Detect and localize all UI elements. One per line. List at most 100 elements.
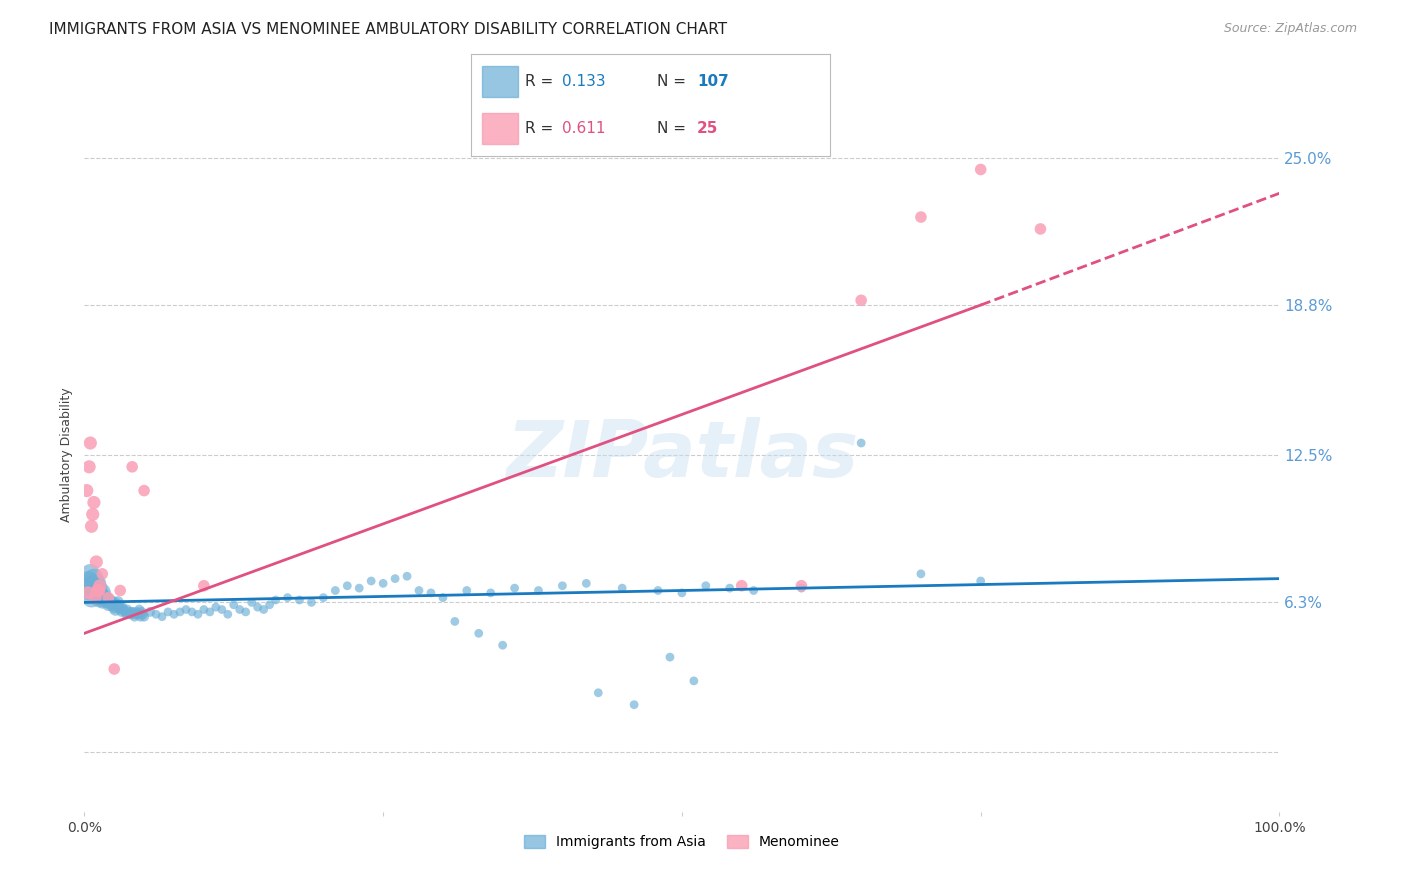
- Point: [120, 605, 142, 619]
- Point: [87, 588, 110, 602]
- Point: [163, 607, 186, 622]
- Point: [851, 293, 873, 308]
- Point: [91, 595, 114, 609]
- Point: [86, 581, 108, 595]
- Point: [277, 591, 299, 605]
- Point: [259, 598, 281, 612]
- Point: [94, 591, 117, 605]
- Point: [444, 615, 467, 629]
- Text: IMMIGRANTS FROM ASIA VS MENOMINEE AMBULATORY DISABILITY CORRELATION CHART: IMMIGRANTS FROM ASIA VS MENOMINEE AMBULA…: [49, 22, 727, 37]
- Point: [101, 595, 124, 609]
- Point: [211, 602, 233, 616]
- Point: [420, 586, 443, 600]
- Point: [117, 602, 139, 616]
- Point: [288, 593, 311, 607]
- Point: [79, 566, 101, 581]
- Point: [205, 600, 228, 615]
- Point: [97, 598, 120, 612]
- Point: [683, 673, 706, 688]
- Point: [157, 605, 180, 619]
- Point: [910, 566, 932, 581]
- Point: [110, 583, 132, 598]
- Point: [111, 600, 134, 615]
- Point: [145, 607, 167, 622]
- Point: [647, 583, 669, 598]
- Text: R =: R =: [524, 74, 558, 88]
- Point: [612, 581, 634, 595]
- Point: [93, 588, 115, 602]
- Point: [479, 586, 502, 600]
- Point: [659, 650, 682, 665]
- Point: [125, 605, 148, 619]
- Text: 25: 25: [697, 121, 718, 136]
- Point: [240, 595, 263, 609]
- Point: [132, 609, 156, 624]
- Point: [117, 605, 139, 619]
- Point: [325, 583, 347, 598]
- Point: [104, 602, 127, 616]
- Point: [187, 607, 209, 622]
- Point: [91, 566, 114, 581]
- Point: [100, 595, 122, 609]
- Point: [124, 609, 146, 624]
- Text: 107: 107: [697, 74, 728, 88]
- Point: [96, 595, 118, 609]
- Point: [384, 572, 406, 586]
- Point: [527, 583, 550, 598]
- Point: [851, 436, 873, 450]
- Point: [84, 591, 107, 605]
- Point: [86, 583, 108, 598]
- Point: [82, 579, 104, 593]
- Point: [77, 583, 100, 598]
- Point: [105, 598, 128, 612]
- Point: [970, 162, 993, 177]
- Point: [349, 581, 371, 595]
- Text: Source: ZipAtlas.com: Source: ZipAtlas.com: [1223, 22, 1357, 36]
- Point: [588, 686, 610, 700]
- Point: [790, 581, 813, 595]
- Point: [82, 508, 104, 522]
- Point: [131, 605, 153, 619]
- Point: [742, 583, 765, 598]
- Text: N =: N =: [658, 74, 692, 88]
- Point: [503, 581, 526, 595]
- Point: [169, 605, 191, 619]
- Point: [112, 602, 135, 616]
- Point: [83, 572, 105, 586]
- Point: [731, 579, 754, 593]
- Point: [301, 595, 323, 609]
- Point: [360, 574, 382, 588]
- Point: [790, 579, 813, 593]
- Point: [671, 586, 693, 600]
- Point: [115, 607, 138, 622]
- Point: [103, 662, 125, 676]
- Point: [110, 605, 132, 619]
- Point: [181, 605, 204, 619]
- Point: [125, 607, 148, 622]
- Point: [373, 576, 395, 591]
- Point: [98, 593, 121, 607]
- Point: [103, 600, 125, 615]
- Point: [193, 579, 215, 593]
- Point: [87, 583, 110, 598]
- Point: [623, 698, 645, 712]
- Point: [456, 583, 478, 598]
- Point: [312, 591, 335, 605]
- Y-axis label: Ambulatory Disability: Ambulatory Disability: [60, 388, 73, 522]
- Point: [217, 607, 239, 622]
- Legend: Immigrants from Asia, Menominee: Immigrants from Asia, Menominee: [519, 830, 845, 855]
- Point: [77, 574, 100, 588]
- Point: [122, 605, 145, 619]
- Point: [408, 583, 430, 598]
- Point: [80, 591, 103, 605]
- Point: [246, 600, 269, 615]
- Point: [101, 598, 124, 612]
- Point: [93, 593, 115, 607]
- Point: [76, 483, 98, 498]
- Point: [97, 591, 120, 605]
- Point: [89, 591, 111, 605]
- Point: [336, 579, 359, 593]
- Point: [129, 609, 152, 624]
- Point: [198, 605, 221, 619]
- Point: [174, 602, 197, 616]
